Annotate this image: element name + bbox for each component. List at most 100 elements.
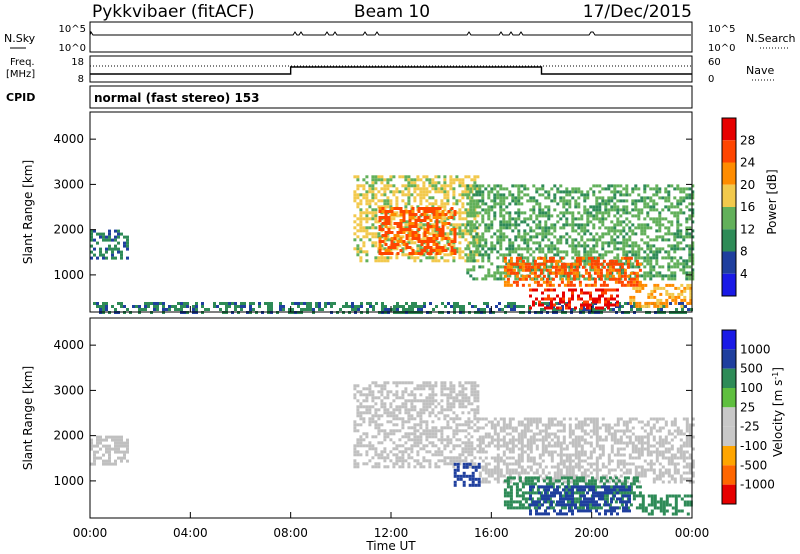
- data-cell: [613, 184, 617, 188]
- data-cell: [467, 444, 471, 448]
- data-cell: [386, 465, 390, 469]
- data-cell: [688, 271, 692, 275]
- data-cell: [583, 241, 587, 245]
- data-cell: [469, 253, 473, 257]
- data-cell: [472, 211, 476, 215]
- data-cell: [530, 491, 534, 495]
- data-cell: [541, 187, 545, 191]
- data-cell: [472, 193, 476, 197]
- data-cell: [443, 393, 447, 397]
- data-cell: [637, 435, 641, 439]
- data-cell: [676, 223, 680, 227]
- data-cell: [616, 220, 620, 224]
- data-cell: [384, 234, 388, 237]
- data-cell: [508, 226, 512, 230]
- data-cell: [449, 244, 453, 248]
- data-cell: [404, 241, 408, 245]
- data-cell: [596, 268, 600, 272]
- data-cell: [689, 283, 693, 287]
- data-cell: [431, 387, 435, 391]
- data-cell: [623, 277, 627, 281]
- data-cell: [658, 211, 662, 215]
- nsky-tick-bottom: 10^0: [59, 43, 86, 54]
- data-cell: [544, 229, 548, 233]
- data-cell: [619, 229, 623, 233]
- data-cell: [487, 259, 491, 263]
- data-cell: [423, 213, 427, 216]
- data-cell: [438, 234, 442, 237]
- data-cell: [371, 199, 375, 203]
- data-cell: [380, 390, 384, 394]
- data-cell: [688, 232, 692, 236]
- data-cell: [180, 305, 183, 308]
- data-cell: [682, 459, 686, 463]
- data-cell: [443, 417, 447, 421]
- data-cell: [359, 193, 363, 197]
- data-cell: [595, 244, 599, 248]
- data-cell: [575, 271, 579, 275]
- data-cell: [568, 268, 572, 272]
- data-cell: [628, 453, 632, 457]
- data-cell: [629, 295, 633, 299]
- data-cell: [437, 226, 441, 230]
- data-cell: [386, 408, 390, 412]
- data-cell: [426, 216, 430, 219]
- data-cell: [282, 305, 285, 308]
- data-cell: [641, 283, 645, 287]
- data-cell: [419, 417, 423, 421]
- data-cell: [258, 305, 261, 308]
- data-cell: [658, 444, 662, 448]
- data-cell: [410, 247, 414, 251]
- data-cell: [108, 238, 111, 242]
- data-cell: [498, 308, 501, 311]
- data-cell: [434, 435, 438, 439]
- data-cell: [556, 220, 560, 224]
- data-cell: [473, 429, 477, 433]
- data-cell: [550, 244, 554, 248]
- data-cell: [629, 277, 633, 281]
- data-cell: [544, 447, 548, 451]
- data-cell: [484, 229, 488, 233]
- data-cell: [493, 247, 497, 251]
- data-cell: [324, 302, 327, 305]
- data-cell: [527, 506, 531, 510]
- data-cell: [437, 450, 441, 454]
- data-cell: [362, 187, 366, 191]
- data-cell: [613, 190, 617, 194]
- data-cell: [566, 482, 570, 486]
- data-cell: [461, 217, 465, 221]
- data-cell: [249, 308, 252, 311]
- data-cell: [511, 426, 515, 430]
- data-cell: [658, 226, 662, 230]
- data-cell: [473, 414, 477, 418]
- data-cell: [443, 247, 447, 251]
- data-cell: [506, 482, 510, 486]
- data-cell: [114, 447, 117, 451]
- data-cell: [682, 211, 686, 215]
- data-cell: [607, 277, 611, 281]
- data-cell: [483, 308, 486, 311]
- data-cell: [114, 308, 117, 311]
- data-cell: [416, 423, 420, 427]
- data-cell: [679, 444, 683, 448]
- data-cell: [386, 199, 390, 203]
- data-cell: [93, 229, 96, 233]
- data-cell: [508, 423, 512, 427]
- data-cell: [580, 447, 584, 451]
- data-cell: [580, 291, 583, 295]
- data-cell: [598, 294, 601, 298]
- data-cell: [432, 207, 436, 210]
- data-cell: [404, 435, 408, 439]
- data-cell: [556, 465, 560, 469]
- data-cell: [126, 441, 129, 445]
- data-cell: [628, 226, 632, 230]
- data-cell: [553, 229, 557, 233]
- data-cell: [475, 184, 479, 188]
- data-cell: [568, 480, 572, 484]
- data-cell: [407, 456, 411, 460]
- data-cell: [402, 240, 406, 243]
- data-cell: [487, 256, 491, 260]
- data-cell: [532, 303, 535, 307]
- data-cell: [503, 488, 507, 492]
- data-cell: [649, 247, 653, 251]
